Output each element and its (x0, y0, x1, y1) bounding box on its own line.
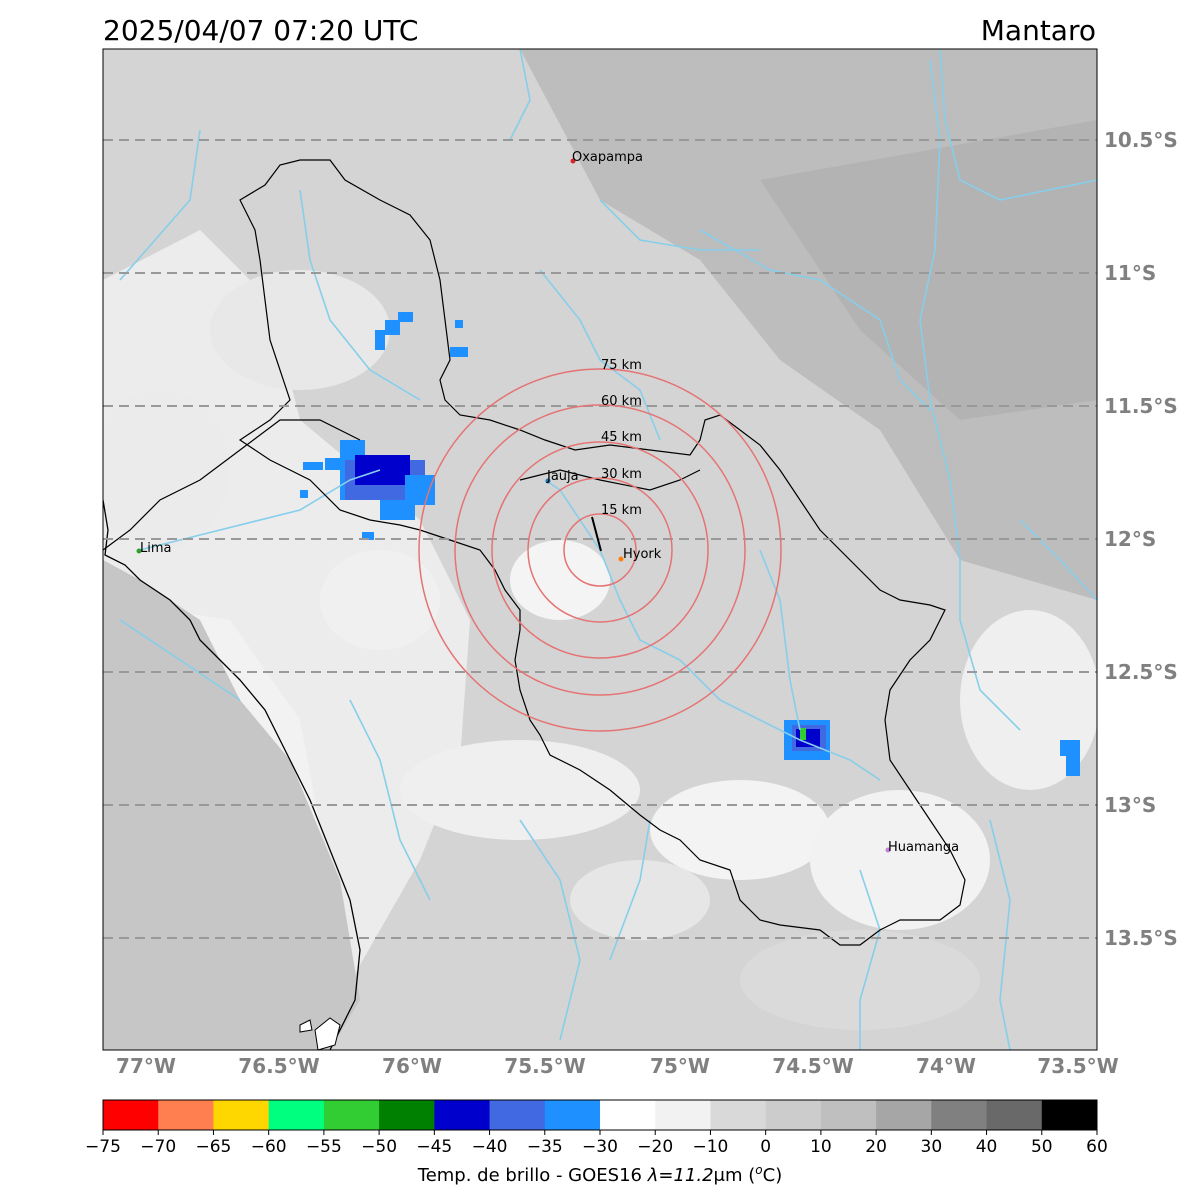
city-marker-huamanga (885, 847, 891, 853)
colorbar-swatch (765, 1100, 822, 1130)
island (299, 1019, 313, 1033)
colorbar-swatch (158, 1100, 214, 1130)
colorbar-tick-label: 30 (921, 1137, 943, 1157)
colorbar-tick-label: 40 (976, 1137, 998, 1157)
ring-label-30: 30 km (601, 467, 642, 482)
island (314, 1017, 341, 1050)
colorbar-swatch (1041, 1100, 1098, 1130)
basin-boundary (238, 159, 966, 946)
colorbar-tick-label: −45 (416, 1137, 452, 1157)
ring-label-15: 15 km (601, 503, 642, 518)
colorbar-tick-label: −60 (251, 1137, 287, 1157)
lat-label: 12°S (1104, 527, 1156, 551)
lon-label: 76°W (382, 1054, 442, 1078)
map-frame (102, 48, 1098, 1051)
colorbar-swatch (544, 1100, 601, 1130)
colorbar-swatch (876, 1100, 932, 1130)
timestamp-title: 2025/04/07 07:20 UTC (103, 14, 419, 47)
lon-label: 74.5°W (772, 1054, 853, 1078)
rivers (119, 49, 1097, 1050)
colorbar-swatch (655, 1100, 711, 1130)
colorbar-swatch (379, 1100, 435, 1130)
colorbar-swatch (323, 1100, 380, 1130)
lon-label: 75°W (650, 1054, 710, 1078)
city-marker-jauja (545, 478, 551, 484)
city-label-jauja: Jauja (546, 469, 579, 484)
lon-label: 75.5°W (504, 1054, 585, 1078)
inner-boundary (519, 469, 701, 491)
colorbar-swatch (489, 1100, 546, 1130)
colorbar-tick-label: 50 (1031, 1137, 1053, 1157)
colorbar-swatch (103, 1100, 159, 1130)
colorbar-tick-label: 20 (865, 1137, 887, 1157)
lon-label: 76.5°W (238, 1054, 319, 1078)
colorbar-tick-label: −10 (692, 1137, 728, 1157)
ring-label-75: 75 km (601, 358, 642, 373)
lat-label: 13°S (1104, 793, 1156, 817)
colorbar: −75 −70 −65 −60 −55 −50 −45 −40 −35 −30 −20 −10 0 10 2… (85, 1099, 1108, 1157)
city-marker-hyork (618, 556, 624, 562)
colorbar-swatch (600, 1100, 656, 1130)
satellite-image (103, 49, 1097, 1050)
city-label-lima: Lima (140, 541, 171, 556)
lat-label: 11°S (1104, 261, 1156, 285)
range-rings (418, 368, 782, 732)
colorbar-tick-label: −30 (582, 1137, 618, 1157)
region-title: Mantaro (980, 14, 1096, 47)
convective-cells (300, 312, 1080, 776)
colorbar-tick-label: −70 (140, 1137, 176, 1157)
city-marker-lima (136, 548, 142, 554)
lon-label: 77°W (116, 1054, 176, 1078)
lon-label: 73.5°W (1037, 1054, 1118, 1078)
lat-label: 12.5°S (1104, 660, 1178, 684)
colorbar-swatch (268, 1100, 325, 1130)
lat-label: 11.5°S (1104, 394, 1178, 418)
city-label-oxapampa: Oxapampa (572, 150, 643, 165)
colorbar-tick-label: 10 (810, 1137, 832, 1157)
colorbar-swatch (434, 1100, 491, 1130)
lon-label: 74°W (916, 1054, 976, 1078)
colorbar-tick-label: −50 (361, 1137, 397, 1157)
colorbar-swatch (710, 1100, 767, 1130)
city-marker-oxapampa (570, 158, 576, 164)
ring-label-45: 45 km (601, 430, 642, 445)
lat-label: 10.5°S (1104, 128, 1178, 152)
radar-beam (591, 516, 602, 552)
colorbar-tick-label: −55 (306, 1137, 342, 1157)
colorbar-swatch (986, 1100, 1043, 1130)
colorbar-swatch (820, 1100, 877, 1130)
lat-label: 13.5°S (1104, 926, 1178, 950)
colorbar-swatch (213, 1100, 270, 1130)
lat-gridlines (103, 139, 1097, 939)
colorbar-tick-label: −75 (85, 1137, 121, 1157)
colorbar-tick-label: −40 (472, 1137, 508, 1157)
colorbar-tick-label: 0 (760, 1137, 771, 1157)
ring-label-60: 60 km (601, 394, 642, 409)
colorbar-swatch (931, 1100, 988, 1130)
city-label-hyork: Hyork (623, 547, 662, 562)
region-boundary (103, 419, 361, 551)
coastline (103, 499, 361, 1050)
colorbar-tick-label: −35 (527, 1137, 563, 1157)
colorbar-title: Temp. de brillo - GOES16 λ=11.2μm (oC) (417, 1163, 782, 1186)
colorbar-tick-label: 60 (1086, 1137, 1108, 1157)
city-label-huamanga: Huamanga (888, 840, 959, 855)
colorbar-tick-label: −65 (195, 1137, 231, 1157)
colorbar-tick-label: −20 (637, 1137, 673, 1157)
